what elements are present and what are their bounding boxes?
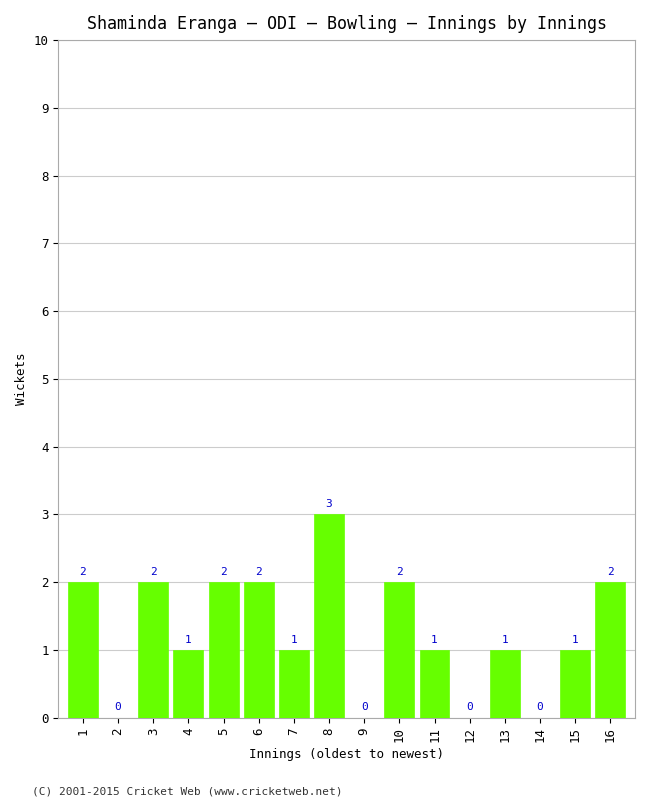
Text: 0: 0 (361, 702, 368, 712)
Bar (595, 582, 625, 718)
Y-axis label: Wickets: Wickets (15, 353, 28, 405)
Text: 2: 2 (255, 566, 262, 577)
Bar (138, 582, 168, 718)
Text: 0: 0 (537, 702, 543, 712)
Text: 1: 1 (291, 634, 297, 645)
Text: (C) 2001-2015 Cricket Web (www.cricketweb.net): (C) 2001-2015 Cricket Web (www.cricketwe… (32, 786, 343, 796)
Text: 2: 2 (79, 566, 86, 577)
Bar (420, 650, 450, 718)
Text: 1: 1 (185, 634, 192, 645)
Bar (68, 582, 98, 718)
Bar (384, 582, 414, 718)
Text: 0: 0 (466, 702, 473, 712)
Text: 2: 2 (607, 566, 614, 577)
Text: 2: 2 (220, 566, 227, 577)
Bar (490, 650, 520, 718)
Text: 3: 3 (326, 499, 332, 509)
Text: 1: 1 (502, 634, 508, 645)
Text: 1: 1 (572, 634, 578, 645)
Text: 2: 2 (396, 566, 403, 577)
Bar (244, 582, 274, 718)
Bar (560, 650, 590, 718)
Text: 2: 2 (150, 566, 157, 577)
Bar (209, 582, 239, 718)
Bar (279, 650, 309, 718)
Bar (174, 650, 203, 718)
Title: Shaminda Eranga – ODI – Bowling – Innings by Innings: Shaminda Eranga – ODI – Bowling – Inning… (86, 15, 606, 33)
X-axis label: Innings (oldest to newest): Innings (oldest to newest) (249, 748, 444, 761)
Bar (314, 514, 344, 718)
Text: 1: 1 (431, 634, 438, 645)
Text: 0: 0 (114, 702, 122, 712)
